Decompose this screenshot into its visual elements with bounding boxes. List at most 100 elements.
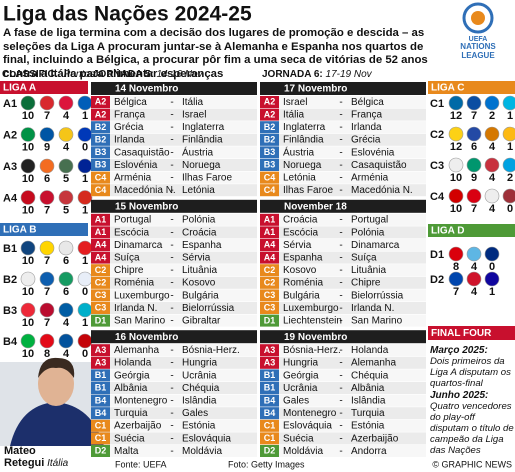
match-row — [260, 314, 426, 327]
match-row — [91, 314, 257, 327]
group-tag — [91, 289, 110, 302]
group-tag — [91, 184, 110, 197]
credit: © GRAPHIC NEWS — [432, 459, 512, 469]
match-row — [260, 419, 426, 432]
photo-face — [38, 362, 74, 406]
league-bar — [428, 81, 515, 94]
away-team: Áustria — [182, 145, 214, 158]
group-tag-label: C3 — [95, 303, 107, 313]
group-tag-label: B4 — [95, 408, 107, 418]
group-points: 4 — [471, 261, 478, 273]
away-team: Arménia — [351, 173, 389, 184]
home-team: Grécia — [114, 122, 144, 133]
league-bar — [428, 224, 515, 237]
group-label: B4 — [3, 336, 18, 348]
match-row — [91, 264, 257, 277]
flag — [77, 271, 93, 287]
flag — [58, 240, 74, 256]
away-team: Polónia — [351, 227, 385, 238]
flag — [58, 302, 74, 318]
matchday-header: JORNADA 5: 14-16 Nov — [93, 69, 204, 80]
separator: - — [170, 345, 173, 356]
separator: - — [339, 316, 342, 327]
group-points: 6 — [63, 255, 69, 267]
separator: - — [339, 253, 342, 264]
group-tag — [91, 264, 110, 277]
group-points: 10 — [22, 173, 34, 185]
match-row — [260, 159, 426, 171]
flag — [448, 188, 464, 204]
group-tag-label: C4 — [264, 172, 276, 182]
group-label: A4 — [3, 192, 18, 204]
player-name: Retegui Itália — [4, 457, 69, 469]
group-tag-label: D2 — [95, 446, 107, 456]
away-team: Chipre — [351, 278, 381, 289]
group-points: 4 — [63, 110, 70, 122]
away-team: Israel — [182, 110, 206, 121]
match-row — [260, 264, 426, 277]
separator: - — [339, 408, 342, 419]
flag — [77, 302, 93, 318]
group-points: 1 — [82, 317, 88, 329]
separator: - — [339, 110, 342, 121]
date-label: 19 Novembro — [284, 332, 347, 343]
logo-ring — [462, 2, 494, 34]
group-tag — [91, 96, 110, 108]
away-team: Ilhas Faroe — [182, 173, 232, 184]
away-team: Turquia — [351, 408, 385, 419]
flag — [39, 190, 55, 205]
group-points: 10 — [22, 204, 34, 216]
away-team: Inglaterra — [182, 122, 225, 133]
home-team: Noruega — [283, 160, 322, 171]
match-row — [91, 171, 257, 184]
match-row — [260, 121, 426, 134]
flag — [466, 188, 482, 204]
group-points: 4 — [63, 141, 70, 153]
home-team: Finlândia — [283, 135, 324, 146]
home-team: Sérvia — [283, 240, 312, 251]
home-team: Hungria — [283, 358, 318, 369]
separator: - — [339, 173, 342, 184]
flag — [20, 127, 36, 142]
home-team: Israel — [283, 97, 307, 108]
flag — [58, 127, 74, 142]
group-tag — [260, 356, 279, 369]
away-team: Estónia — [351, 421, 385, 432]
group-tag-label: D2 — [264, 446, 276, 456]
separator: - — [170, 227, 173, 238]
match-row — [260, 251, 426, 264]
separator: - — [170, 370, 173, 381]
away-team: Finlândia — [182, 135, 223, 146]
separator: - — [339, 383, 342, 394]
flag — [77, 333, 93, 349]
logo-text: UEFA — [469, 36, 488, 43]
separator: - — [170, 383, 173, 394]
match-row — [91, 226, 257, 239]
match-row — [260, 407, 426, 420]
home-team: Casaquistão — [114, 147, 170, 158]
match-row — [260, 171, 426, 184]
flag — [502, 95, 515, 111]
group-tag-label: D1 — [95, 315, 107, 325]
separator: - — [339, 278, 342, 289]
flag — [77, 95, 93, 111]
group-points: 4 — [471, 286, 478, 298]
group-points: 1 — [507, 110, 513, 122]
final-four-text: Quatro vencedores do play-off disputam o… — [430, 401, 514, 456]
home-team: Ilhas Faroe — [283, 185, 333, 196]
match-row — [260, 289, 426, 302]
home-team: Escócia — [114, 227, 149, 238]
match-row — [91, 344, 257, 357]
group-tag-label: B3 — [264, 147, 276, 157]
away-team: Islândia — [351, 396, 386, 407]
flag — [39, 240, 55, 256]
home-team: Montenegro — [114, 396, 168, 407]
away-team: Bósnia-Herz. — [182, 345, 240, 356]
separator: - — [339, 370, 342, 381]
group-tag-label: C2 — [95, 277, 107, 287]
group-tag-label: A3 — [95, 345, 107, 355]
group-points: 12 — [450, 110, 462, 122]
group-tag — [91, 369, 110, 382]
